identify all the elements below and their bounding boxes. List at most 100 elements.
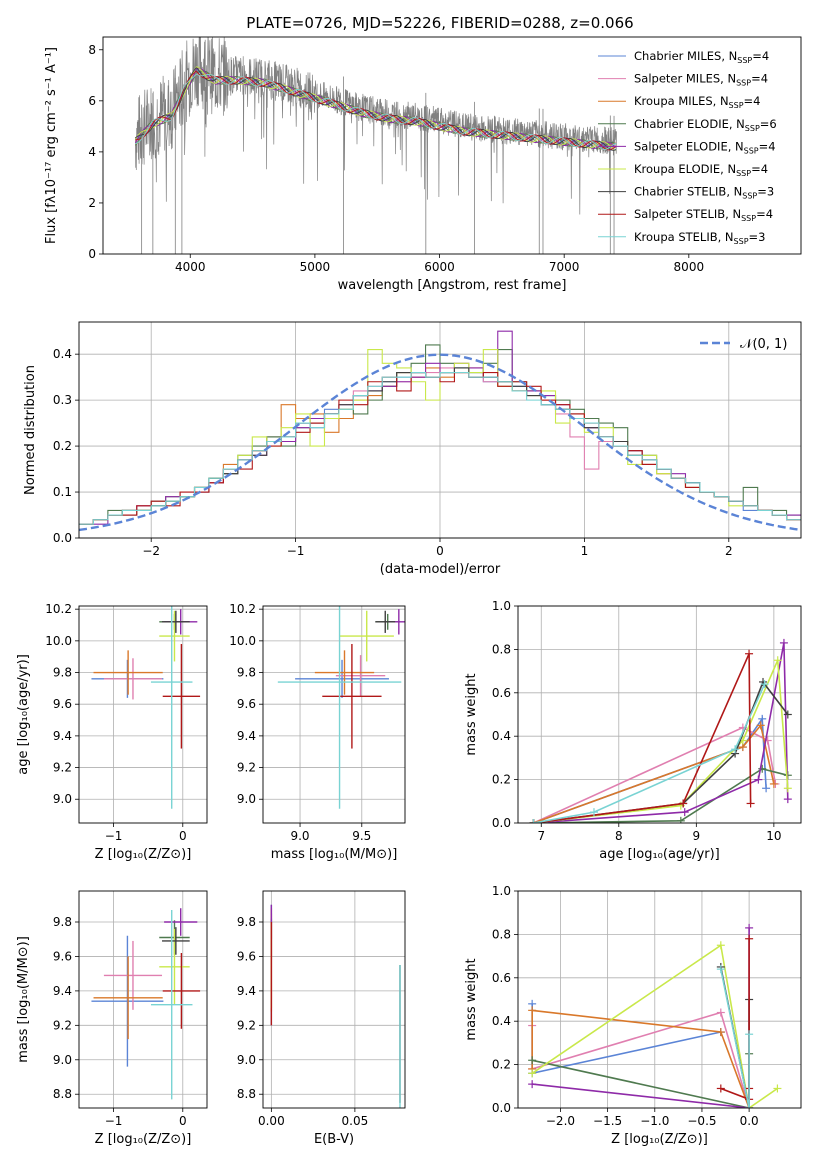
y-tick-label: 9.8 (237, 666, 256, 680)
line-kroupa-stelib (533, 683, 766, 823)
marker-point (758, 764, 767, 773)
x-tick-label: 0 (436, 544, 444, 558)
y-tick-label: 2 (88, 196, 96, 210)
marker-point (528, 1080, 537, 1089)
marker-point (528, 1069, 537, 1078)
x-tick-label: −2.0 (546, 1114, 575, 1128)
x-tick-label: 1 (581, 544, 589, 558)
panel-mass-vs-ebv: 0.00 0.05 8.8 9.0 9.2 9.4 9.6 9.8 E(B-V) (237, 890, 406, 1147)
model-salpeter-elodie (135, 68, 617, 149)
panel-age-vs-Z: −1 0 9.0 9.2 9.4 9.6 9.8 10.0 10.2 Z [log₁₀(Z/Z⊙)… (16, 602, 208, 862)
line-salpeter-miles (533, 726, 777, 823)
legend-entry: 𝒩(0, 1) (740, 337, 787, 352)
x-tick-label: 0.05 (342, 1114, 369, 1128)
x-tick-label: 2 (725, 544, 733, 558)
y-tick-label: 9.4 (237, 729, 256, 743)
x-tick-label: −1.0 (640, 1114, 669, 1128)
y-tick-label: 9.8 (237, 915, 256, 929)
marker-point (783, 710, 792, 719)
x-axis-label: Z [log₁₀(Z/Z⊙)] (95, 847, 192, 862)
y-tick-label: 8.8 (237, 1087, 256, 1101)
plot-area (528, 923, 782, 1108)
y-tick-label: 0.4 (492, 729, 511, 743)
y-tick-label: 0 (88, 247, 96, 261)
y-axis-label: mass weight (464, 673, 479, 755)
point-chabrier-stelib (162, 927, 190, 955)
legend-entry: Salpeter STELIB, NSSP=4 (634, 207, 773, 223)
marker-point (528, 1056, 537, 1065)
line-salpeter-stelib (533, 653, 752, 823)
axes-frame (102, 36, 802, 255)
plot-area (529, 638, 792, 823)
legend-entry: Chabrier STELIB, NSSP=3 (634, 185, 774, 201)
panel-weight-vs-Z: −2.0 −1.5 −1.0 −0.5 0.0 0.0 0.2 0.4 0.6 0.8 1.0 Z [… (464, 884, 802, 1147)
x-axis-label: Z [log₁₀(Z/Z⊙)] (611, 1132, 708, 1147)
marker-point (716, 965, 725, 974)
line-chabrier-elodie (533, 767, 788, 823)
y-tick-label: 9.2 (53, 761, 72, 775)
point-kroupa-miles (93, 956, 163, 1040)
model-kroupa-stelib (135, 73, 617, 150)
legend-entry: Salpeter MILES, NSSP=4 (634, 72, 768, 88)
marker-point (769, 779, 778, 788)
y-tick-label: 0.1 (53, 485, 72, 499)
axes-frame (517, 890, 802, 1109)
marker-point (529, 819, 538, 823)
line-salpeter-stelib (720, 938, 750, 1101)
x-tick-label: 4000 (175, 260, 206, 274)
axes-frame (517, 605, 802, 824)
y-tick-label: 9.6 (237, 949, 256, 963)
marker-point (745, 649, 754, 658)
point-chabrier-miles (295, 659, 389, 698)
y-tick-label: 9.0 (237, 1053, 256, 1067)
point-kroupa-stelib (150, 909, 193, 1100)
y-axis-label: mass [log₁₀(M/M⊙)] (16, 936, 31, 1063)
x-tick-label: −1.5 (593, 1114, 622, 1128)
marker-point (783, 784, 792, 793)
y-tick-label: 9.2 (237, 761, 256, 775)
point-kroupa-miles (314, 650, 375, 695)
x-axis-label: age [log₁₀(age/yr)] (599, 847, 720, 862)
model-kroupa-elodie (135, 66, 617, 151)
x-tick-label: 0 (179, 829, 187, 843)
point-kroupa-stelib (150, 606, 193, 809)
y-tick-label: 1.0 (492, 599, 511, 613)
x-tick-label: 0.00 (258, 1114, 285, 1128)
y-tick-label: 0.4 (53, 347, 72, 361)
y-tick-label: 9.6 (53, 949, 72, 963)
x-tick-label: −1 (287, 544, 305, 558)
marker-point (745, 1030, 754, 1039)
marker-point (745, 1104, 754, 1108)
legend-entry: Chabrier MILES, NSSP=4 (634, 49, 769, 65)
normal-curve (79, 353, 801, 532)
y-axis-label: Flux [fλ10⁻¹⁷ erg cm⁻² s⁻¹ A⁻¹] (44, 47, 59, 244)
marker-point (779, 638, 788, 647)
marker-point (680, 808, 689, 817)
marker-point (589, 808, 598, 817)
legend-entry: Chabrier ELODIE, NSSP=6 (634, 117, 777, 133)
point-kroupa-stelib (277, 606, 402, 809)
y-tick-label: 9.0 (53, 792, 72, 806)
point-kroupa-elodie (339, 610, 394, 662)
x-axis-label: E(B-V) (314, 1132, 354, 1147)
y-tick-label: 8 (88, 43, 96, 57)
y-tick-label: 4 (88, 145, 96, 159)
y-tick-label: 9.0 (53, 1053, 72, 1067)
plot-area (270, 904, 401, 1108)
marker-point (716, 1028, 725, 1037)
plot-area (79, 330, 801, 532)
x-axis-label: mass [log₁₀(M/M⊙)] (271, 847, 398, 862)
marker-point (716, 941, 725, 950)
marker-point (731, 745, 740, 754)
y-tick-label: 1.0 (492, 884, 511, 898)
y-tick-label: 0.8 (492, 642, 511, 656)
plot-area (91, 606, 201, 809)
panel-mass-vs-Z: −1 0 8.8 9.0 9.2 9.4 9.6 9.8 Z [log₁₀(Z/Z⊙)] mass… (16, 890, 208, 1147)
x-tick-label: 6000 (424, 260, 455, 274)
y-tick-label: 9.2 (237, 1018, 256, 1032)
y-tick-label: 9.4 (53, 729, 72, 743)
point-kroupa-elodie (159, 610, 190, 662)
legend: Chabrier MILES, NSSP=4 Salpeter MILES, NS… (598, 49, 777, 246)
axes-frame (262, 605, 406, 824)
